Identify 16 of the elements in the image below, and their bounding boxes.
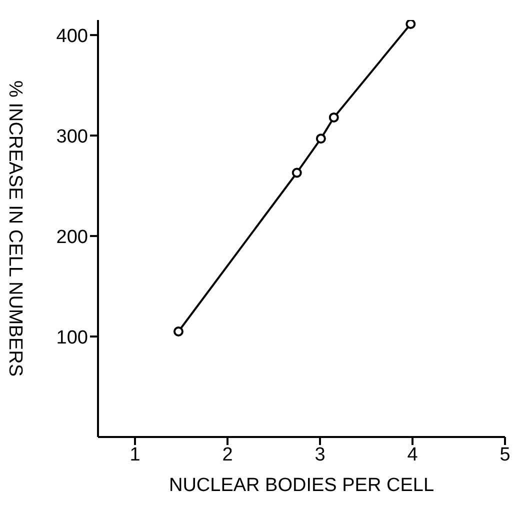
- x-tick-label: 2: [222, 444, 233, 466]
- y-axis-title: % INCREASE IN CELL NUMBERS: [4, 80, 26, 376]
- x-tick-label: 1: [130, 444, 140, 466]
- x-tick-label: 3: [314, 444, 326, 466]
- x-tick-label: 4: [407, 444, 418, 466]
- point: [328, 112, 339, 122]
- point: [173, 326, 184, 336]
- point: [316, 134, 326, 144]
- x-axis-title: NUCLEAR BODIES PER CELL: [168, 475, 434, 496]
- y-tick-label: 100: [56, 327, 88, 348]
- y-tick-label: 300: [56, 126, 88, 148]
- y-tick-label: 400: [56, 26, 88, 47]
- point: [292, 168, 302, 178]
- point: [406, 20, 416, 30]
- x-tick-label: 5: [500, 444, 510, 466]
- y-tick-label: 200: [56, 226, 88, 248]
